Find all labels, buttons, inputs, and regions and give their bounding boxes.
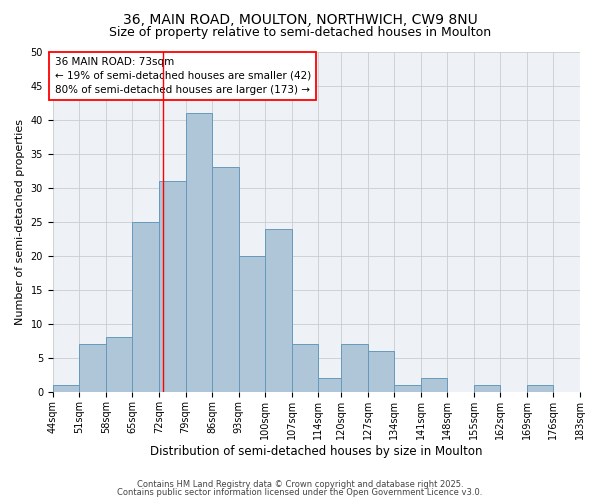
Bar [368, 351, 394, 392]
Bar [474, 385, 500, 392]
Bar [133, 222, 159, 392]
Text: 36 MAIN ROAD: 73sqm
← 19% of semi-detached houses are smaller (42)
80% of semi-d: 36 MAIN ROAD: 73sqm ← 19% of semi-detach… [55, 57, 311, 95]
Bar [185, 113, 212, 392]
Y-axis label: Number of semi-detached properties: Number of semi-detached properties [15, 118, 25, 324]
Bar [239, 256, 265, 392]
Text: Size of property relative to semi-detached houses in Moulton: Size of property relative to semi-detach… [109, 26, 491, 39]
Bar [421, 378, 447, 392]
Text: Contains public sector information licensed under the Open Government Licence v3: Contains public sector information licen… [118, 488, 482, 497]
Bar [265, 228, 292, 392]
Text: 36, MAIN ROAD, MOULTON, NORTHWICH, CW9 8NU: 36, MAIN ROAD, MOULTON, NORTHWICH, CW9 8… [122, 12, 478, 26]
Bar [79, 344, 106, 392]
Bar [53, 385, 79, 392]
Bar [106, 338, 133, 392]
Bar [341, 344, 368, 392]
Bar [527, 385, 553, 392]
Bar [212, 167, 239, 392]
Text: Contains HM Land Registry data © Crown copyright and database right 2025.: Contains HM Land Registry data © Crown c… [137, 480, 463, 489]
Bar [394, 385, 421, 392]
Bar [292, 344, 318, 392]
X-axis label: Distribution of semi-detached houses by size in Moulton: Distribution of semi-detached houses by … [150, 444, 482, 458]
Bar [159, 181, 185, 392]
Bar [318, 378, 345, 392]
